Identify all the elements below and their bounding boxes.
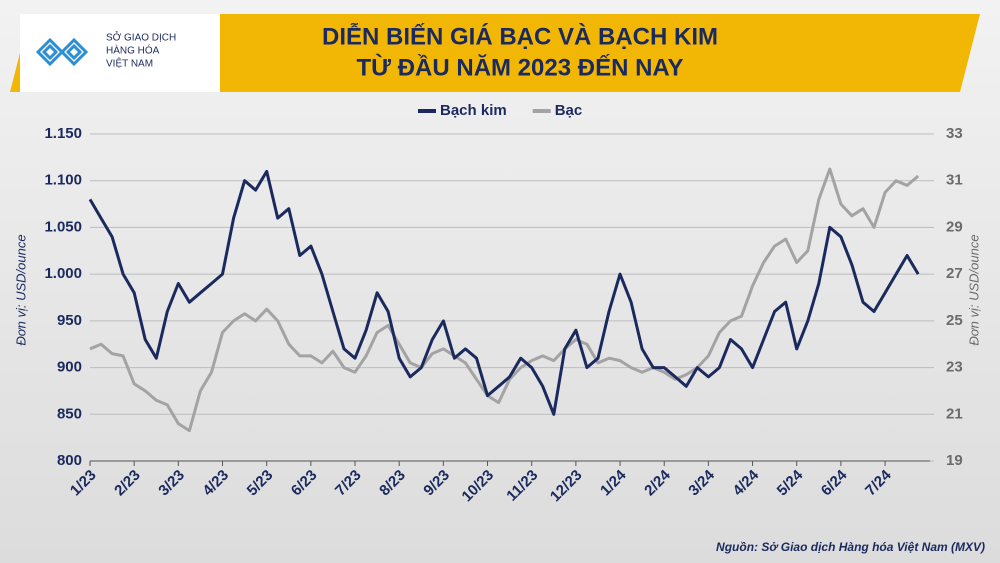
y-tick-label: 1.150 (44, 125, 82, 142)
chart-subtitle: TỪ ĐẦU NĂM 2023 ĐẾN NAY (356, 53, 683, 81)
y2-tick-label: 31 (946, 172, 963, 189)
source-note: Nguồn: Sở Giao dịch Hàng hóa Việt Nam (M… (716, 540, 985, 554)
title-banner (10, 14, 980, 92)
y-tick-label: 1.100 (44, 172, 82, 189)
y-tick-label: 800 (57, 452, 82, 469)
y2-tick-label: 29 (946, 218, 963, 235)
y2-tick-label: 21 (946, 405, 963, 422)
logo-text: VIỆT NAM (106, 57, 153, 70)
y-tick-label: 1.000 (44, 265, 82, 282)
y2-tick-label: 27 (946, 265, 963, 282)
series-line (89, 167, 920, 433)
y2-tick-label: 33 (946, 125, 963, 142)
y2-tick-label: 19 (946, 452, 963, 469)
y2-axis-label: Đơn vị: USD/ounce (966, 234, 981, 345)
y-tick-label: 850 (57, 405, 82, 422)
y2-tick-label: 25 (946, 312, 963, 329)
y-tick-label: 900 (57, 359, 82, 376)
logo-icon (35, 37, 89, 67)
y2-tick-label: 23 (946, 359, 963, 376)
y-tick-label: 950 (57, 312, 82, 329)
logo-text: HÀNG HÓA (106, 44, 160, 57)
legend-label: Bạc (555, 102, 583, 119)
chart-title: DIỄN BIẾN GIÁ BẠC VÀ BẠCH KIM (322, 21, 718, 50)
y-axis-label: Đơn vị: USD/ounce (13, 234, 28, 345)
y-tick-label: 1.050 (44, 218, 82, 235)
series-line (88, 169, 920, 416)
logo-text: SỞ GIAO DỊCH (106, 31, 176, 44)
legend-label: Bạch kim (440, 102, 507, 119)
